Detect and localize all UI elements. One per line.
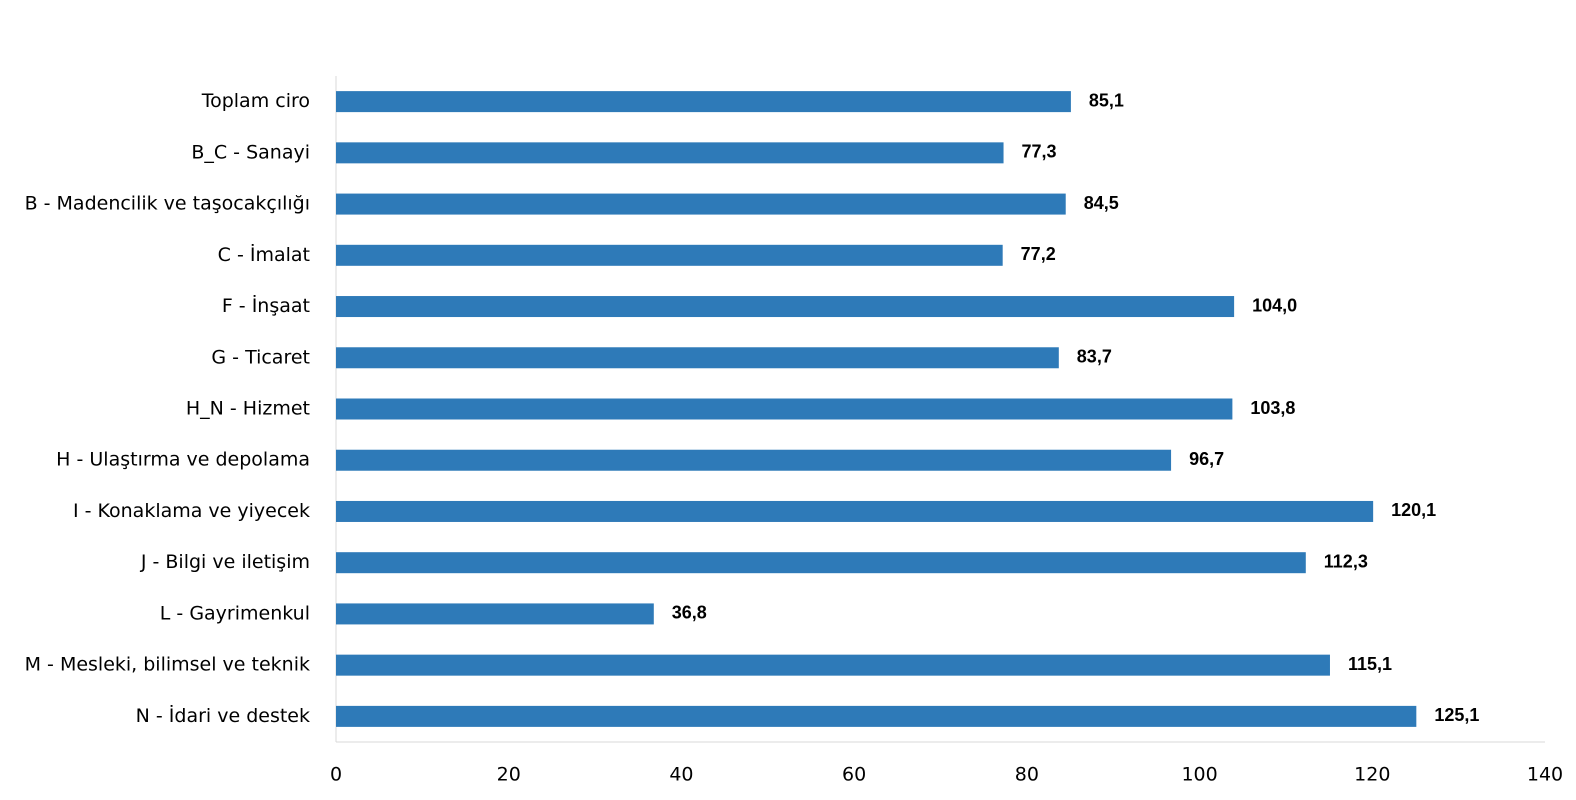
x-tick-label: 80 <box>1015 764 1039 786</box>
bar <box>336 654 1330 676</box>
y-tick-label: M - Mesleki, bilimsel ve teknik <box>25 654 310 676</box>
y-tick-label: N - İdari ve destek <box>136 704 310 727</box>
bar <box>336 603 654 625</box>
bar <box>336 244 1003 266</box>
value-label: 104,0 <box>1252 295 1297 315</box>
y-tick-label: F - İnşaat <box>222 294 310 317</box>
y-tick-label: B - Madencilik ve taşocakçılığı <box>25 193 310 215</box>
x-tick-label: 20 <box>497 764 521 786</box>
y-tick-label: L - Gayrimenkul <box>160 602 310 624</box>
bar <box>336 91 1071 113</box>
bar <box>336 705 1417 727</box>
x-tick-label: 100 <box>1181 764 1217 786</box>
value-label: 96,7 <box>1189 449 1224 469</box>
value-label: 77,3 <box>1022 142 1057 162</box>
y-tick-label: J - Bilgi ve iletişim <box>140 551 310 573</box>
bar <box>336 398 1233 420</box>
bar <box>336 552 1306 574</box>
y-tick-label: B_C - Sanayi <box>191 141 310 163</box>
x-tick-label: 40 <box>669 764 693 786</box>
x-tick-label: 60 <box>842 764 866 786</box>
value-label: 103,8 <box>1250 398 1295 418</box>
value-label: 115,1 <box>1348 654 1392 674</box>
x-tick-label: 120 <box>1354 764 1390 786</box>
bar <box>336 296 1235 318</box>
x-tick-label: 140 <box>1527 764 1563 786</box>
y-tick-label: G - Ticaret <box>211 346 310 368</box>
value-label: 120,1 <box>1391 500 1436 520</box>
value-label: 83,7 <box>1077 347 1112 367</box>
value-label: 85,1 <box>1089 90 1124 110</box>
y-tick-label: H_N - Hizmet <box>186 398 310 420</box>
y-tick-label: I - Konaklama ve yiyecek <box>73 500 310 522</box>
y-tick-label: C - İmalat <box>218 243 310 266</box>
bar <box>336 449 1172 471</box>
value-label: 125,1 <box>1434 705 1479 725</box>
bar <box>336 142 1004 164</box>
y-tick-label: Toplam ciro <box>201 90 310 112</box>
y-tick-label: H - Ulaştırma ve depolama <box>56 449 310 471</box>
value-label: 112,3 <box>1324 551 1368 571</box>
value-label: 77,2 <box>1021 244 1056 264</box>
bar <box>336 347 1059 369</box>
x-tick-label: 0 <box>330 764 342 786</box>
value-label: 36,8 <box>672 603 707 623</box>
value-label: 84,5 <box>1084 193 1119 213</box>
bar <box>336 500 1374 522</box>
bar <box>336 193 1066 215</box>
